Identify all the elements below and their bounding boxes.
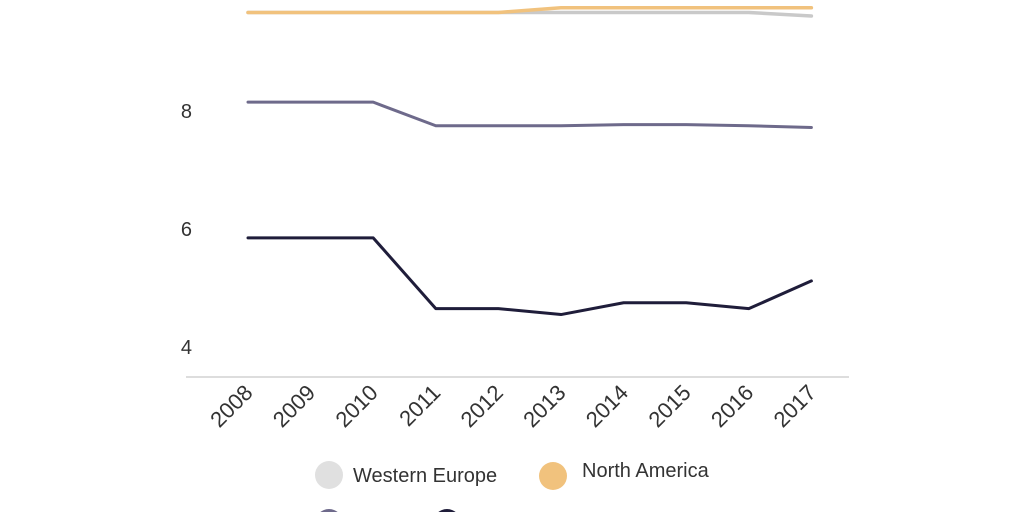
x-tick-label: 2010 [330,380,382,432]
legend-label: North America [582,460,710,482]
series-line [246,100,813,130]
x-tick-label: 2014 [581,380,633,432]
x-tick-label: 2017 [769,380,821,432]
series-line [246,236,813,317]
y-tick-label: 8 [181,101,192,123]
y-tick-label: 6 [181,219,192,241]
y-axis-ticks: 4 6 8 [181,101,192,359]
x-tick-label: 2009 [268,380,320,432]
x-tick-label: 2015 [643,380,695,432]
y-tick-label: 4 [181,337,192,359]
series-line [246,6,814,15]
x-tick-label: 2011 [394,380,445,431]
x-tick-label: 2008 [205,380,257,432]
series-lines [246,6,814,317]
legend-marker [315,461,343,489]
x-axis-ticks: 2008 2009 2010 2011 2012 2013 2014 2015 2016 2017 [205,380,821,432]
legend-marker [539,462,567,490]
x-tick-label: 2016 [706,380,758,432]
legend-label: Western Europe [353,465,497,487]
x-tick-label: 2012 [456,380,508,432]
x-tick-label: 2013 [518,380,570,432]
